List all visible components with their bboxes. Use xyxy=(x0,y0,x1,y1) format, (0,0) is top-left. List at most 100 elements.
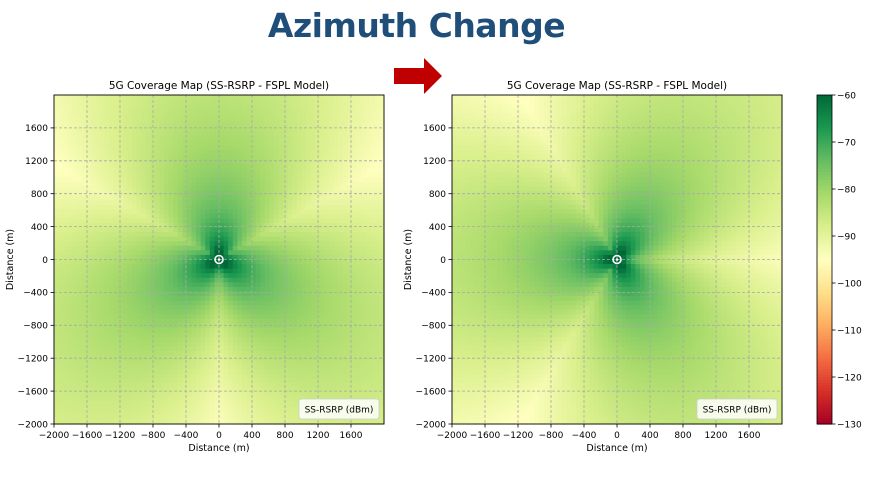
heatmap-cell xyxy=(99,373,106,379)
heatmap-cell xyxy=(296,145,303,151)
heatmap-cell xyxy=(159,291,165,297)
heatmap-cell xyxy=(113,168,119,174)
heatmap-cell xyxy=(251,158,257,165)
heatmap-cell xyxy=(145,250,151,256)
heatmap-cell xyxy=(191,168,197,174)
heatmap-cell xyxy=(86,332,92,338)
heatmap-cell xyxy=(329,186,335,192)
heatmap-cell xyxy=(251,181,257,187)
heatmap-cell xyxy=(278,341,284,347)
heatmap-cell xyxy=(228,346,234,352)
heatmap-cell xyxy=(347,309,353,315)
heatmap-cell xyxy=(319,108,326,114)
heatmap-cell xyxy=(205,177,211,183)
heatmap-cell xyxy=(168,300,174,306)
heatmap-cell xyxy=(90,195,96,201)
heatmap-cell xyxy=(182,350,188,357)
heatmap-cell xyxy=(58,181,64,187)
heatmap-cell xyxy=(186,277,193,283)
heatmap-cell xyxy=(223,140,229,146)
heatmap-cell xyxy=(72,131,78,137)
heatmap-cell xyxy=(63,99,69,105)
heatmap-cell xyxy=(159,382,165,389)
heatmap-cell xyxy=(173,328,179,334)
heatmap-cell xyxy=(131,314,138,320)
heatmap-cell xyxy=(154,131,161,137)
heatmap-cell xyxy=(292,232,298,238)
heatmap-cell xyxy=(324,154,330,160)
heatmap-cell xyxy=(287,328,293,334)
heatmap-cell xyxy=(269,108,275,114)
heatmap-cell xyxy=(81,254,87,261)
heatmap-cell xyxy=(306,300,312,306)
heatmap-cell xyxy=(214,213,220,219)
heatmap-cell xyxy=(255,154,261,160)
heatmap-cell xyxy=(306,213,312,219)
heatmap-cell xyxy=(315,177,321,183)
heatmap-cell xyxy=(54,296,60,302)
heatmap-cell xyxy=(296,282,303,288)
heatmap-cell xyxy=(264,373,271,379)
heatmap-cell xyxy=(319,332,326,338)
heatmap-cell xyxy=(319,355,326,361)
heatmap-cell xyxy=(168,136,174,142)
heatmap-cell xyxy=(173,209,179,215)
heatmap-cell xyxy=(159,158,165,165)
heatmap-cell xyxy=(164,113,170,119)
heatmap-cell xyxy=(127,254,133,261)
heatmap-cell xyxy=(182,122,188,128)
heatmap-cell xyxy=(315,131,321,137)
heatmap-cell xyxy=(292,323,298,329)
heatmap-cell xyxy=(196,177,202,183)
heatmap-cell xyxy=(118,286,124,293)
heatmap-cell xyxy=(223,222,229,229)
heatmap-cell xyxy=(177,396,183,402)
heatmap-cell xyxy=(283,392,289,398)
heatmap-cell xyxy=(58,323,64,329)
heatmap-cell xyxy=(145,168,151,174)
heatmap-cell xyxy=(122,245,128,251)
heatmap-cell xyxy=(168,277,174,283)
heatmap-cell xyxy=(81,113,87,119)
heatmap-cell xyxy=(104,296,110,302)
heatmap-cell xyxy=(219,378,225,384)
heatmap-cell xyxy=(168,364,174,370)
heatmap-cell xyxy=(122,126,128,133)
heatmap-cell xyxy=(251,364,257,370)
heatmap-cell xyxy=(214,149,220,155)
heatmap-cell xyxy=(90,346,96,352)
heatmap-cell xyxy=(196,332,202,338)
heatmap-cell xyxy=(99,209,106,215)
heatmap-cell xyxy=(186,360,193,366)
heatmap-cell xyxy=(72,401,78,407)
heatmap-cell xyxy=(109,122,115,128)
heatmap-cell xyxy=(370,282,376,288)
heatmap-cell xyxy=(182,282,188,288)
heatmap-cell xyxy=(209,254,216,261)
heatmap-cell xyxy=(196,186,202,192)
heatmap-cell xyxy=(278,227,284,233)
heatmap-cell xyxy=(370,168,376,174)
heatmap-cell xyxy=(283,341,289,347)
heatmap-cell xyxy=(241,318,248,325)
heatmap-cell xyxy=(361,250,367,256)
heatmap-cell xyxy=(223,291,229,297)
heatmap-cell xyxy=(113,259,119,265)
heatmap-cell xyxy=(324,346,330,352)
heatmap-cell xyxy=(292,364,298,370)
heatmap-cell xyxy=(251,140,257,146)
heatmap-cell xyxy=(219,181,225,187)
heatmap-cell xyxy=(255,291,261,297)
heatmap-cell xyxy=(219,140,225,146)
heatmap-cell xyxy=(154,209,161,215)
heatmap-cell xyxy=(173,314,179,320)
heatmap-cell xyxy=(122,108,128,114)
heatmap-cell xyxy=(141,136,147,142)
heatmap-cell xyxy=(361,186,367,192)
heatmap-cell xyxy=(154,99,161,105)
heatmap-cell xyxy=(232,136,238,142)
heatmap-cell xyxy=(329,264,335,270)
heatmap-cell xyxy=(370,222,376,229)
heatmap-cell xyxy=(72,387,78,393)
heatmap-cell xyxy=(283,364,289,370)
